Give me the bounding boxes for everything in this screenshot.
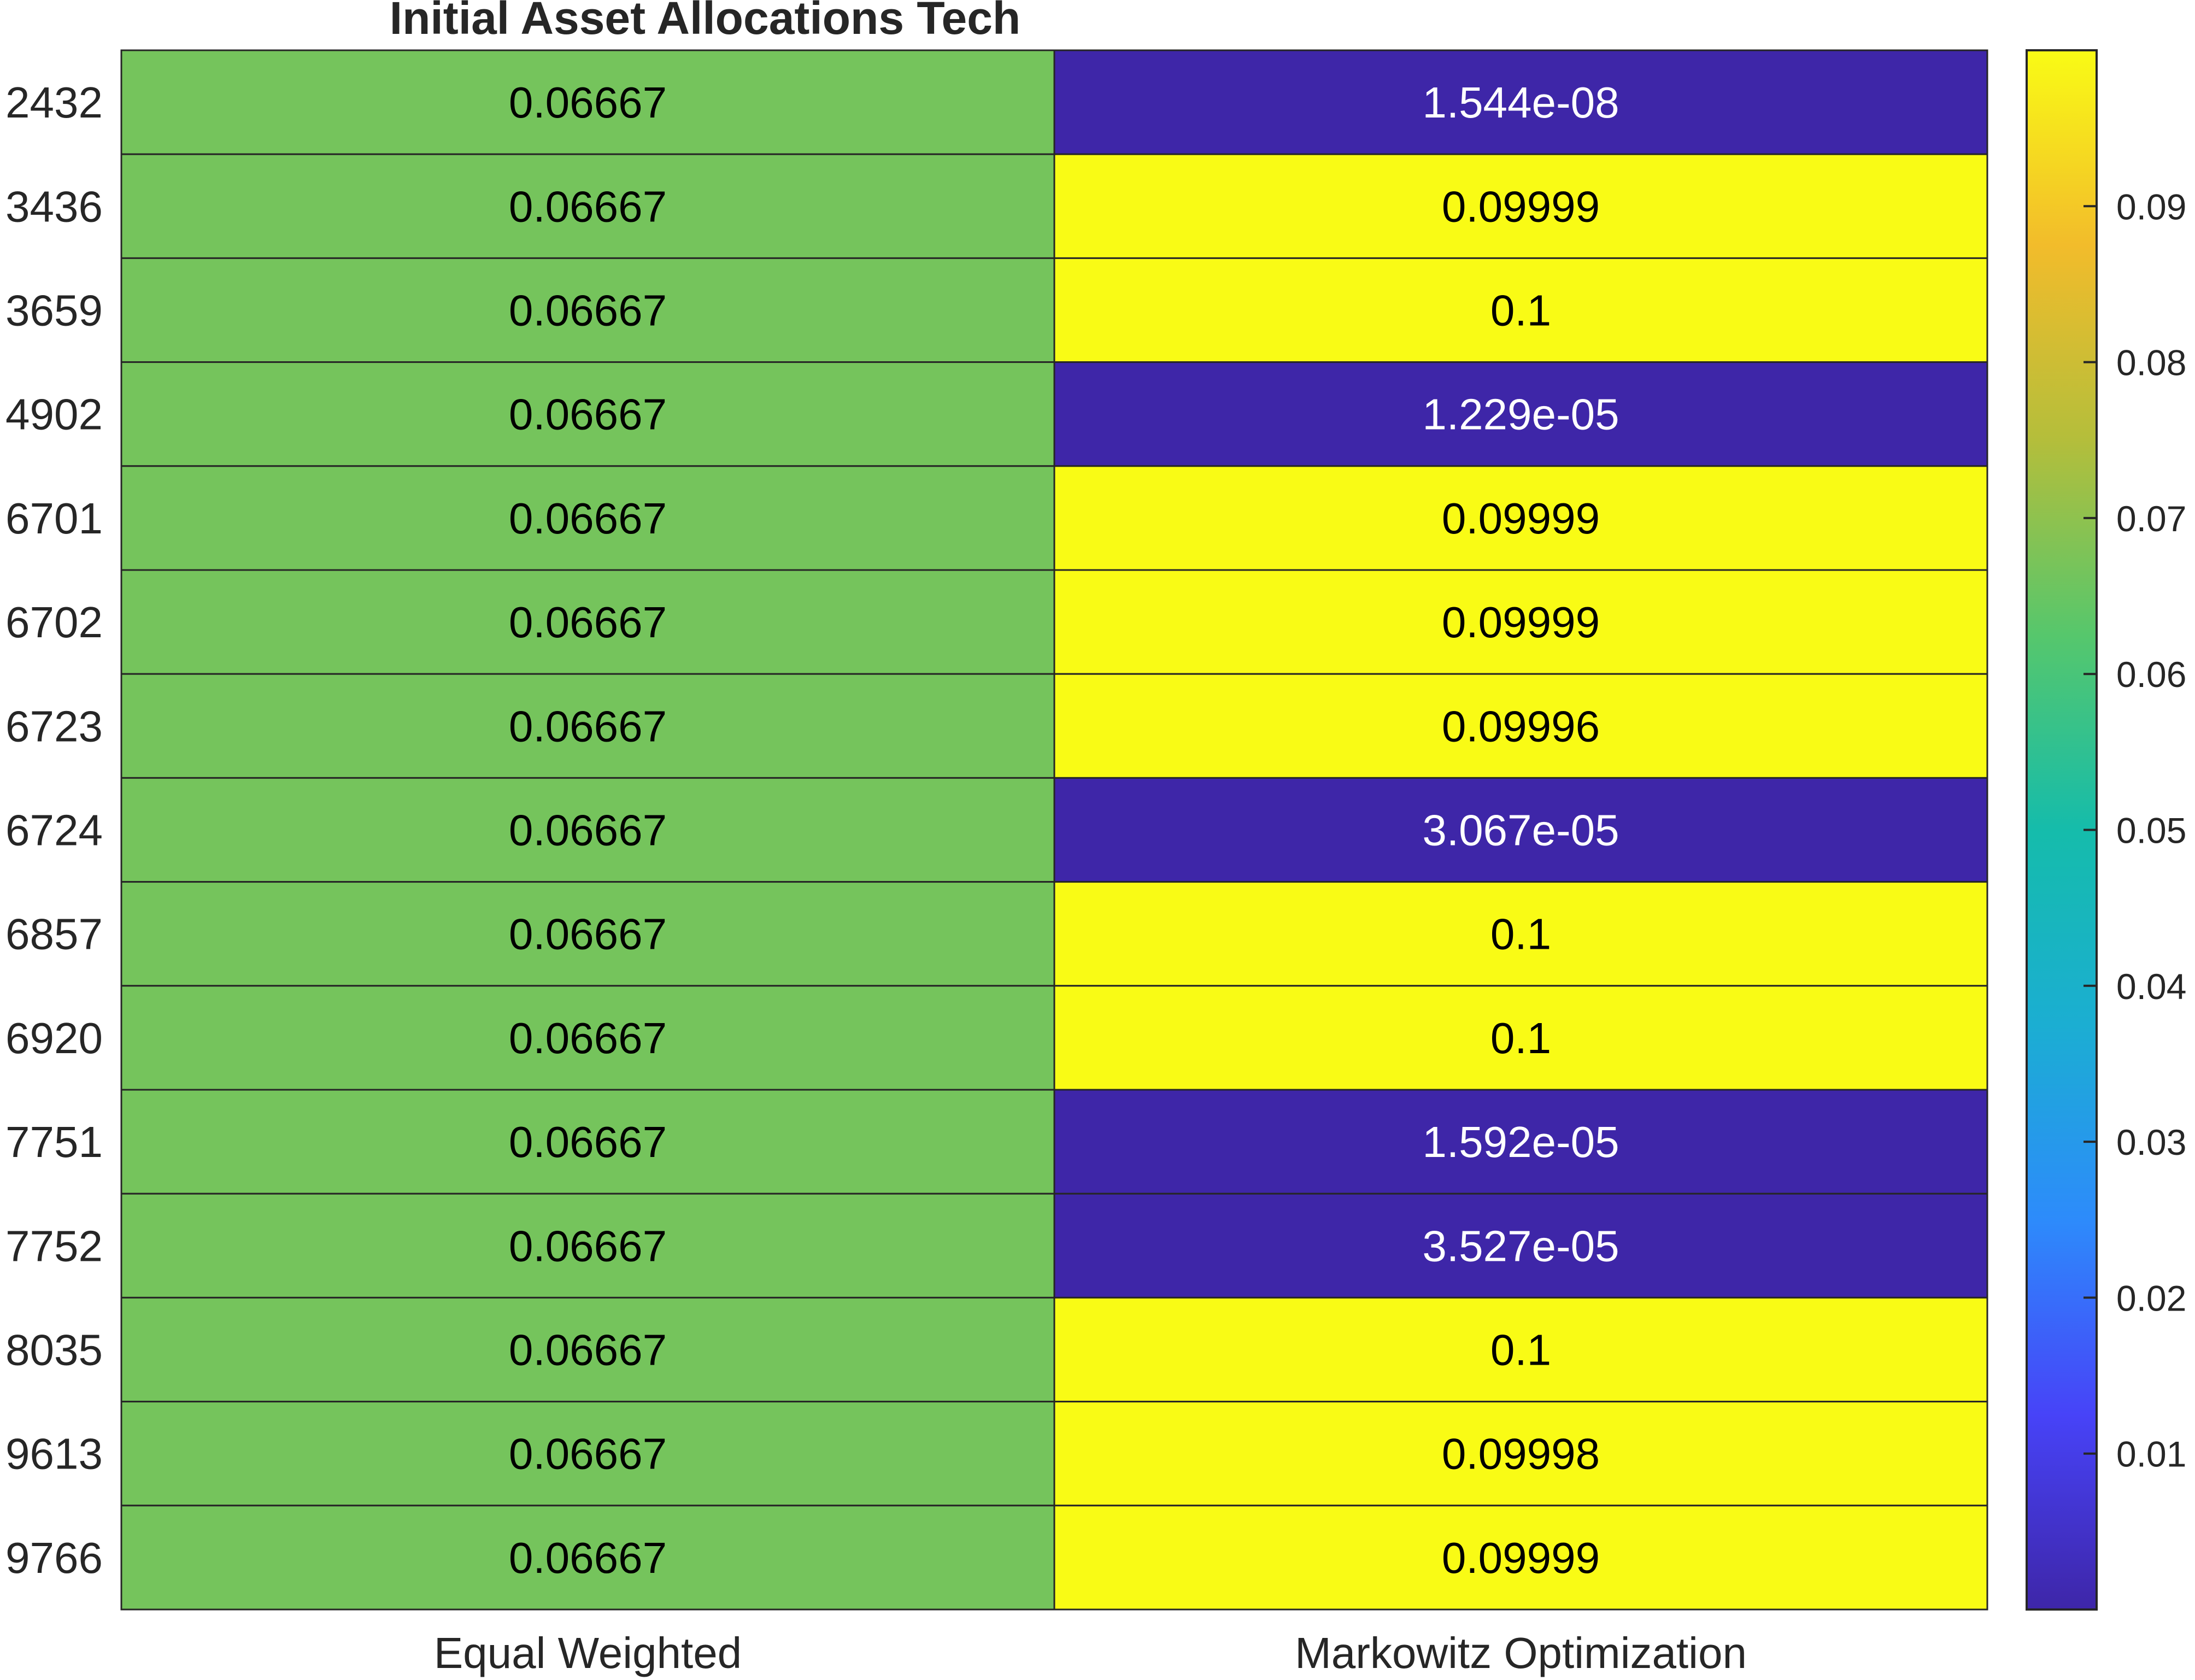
cell-value-label: 0.09996: [1442, 702, 1600, 750]
cell-value-label: 0.09999: [1442, 598, 1600, 647]
cell-value-label: 0.1: [1490, 286, 1551, 335]
row-tick-label: 6920: [5, 1014, 103, 1062]
heatmap-cell: [1053, 673, 1988, 779]
row-tick-label: 2432: [5, 78, 103, 127]
row-tick-label: 6723: [5, 702, 103, 750]
heatmap-cell: [1053, 1401, 1988, 1507]
colorbar-tick-label: 0.08: [2116, 343, 2186, 383]
cell-value-label: 0.06667: [509, 1534, 667, 1582]
heatmap-cell: [1053, 1296, 1988, 1403]
row-tick-label: 6857: [5, 910, 103, 959]
heatmap-cell: [1053, 465, 1988, 571]
colorbar-tick-label: 0.04: [2116, 966, 2186, 1007]
heatmap-cell: [1053, 777, 1988, 883]
cell-value-label: 0.1: [1490, 1014, 1551, 1062]
cell-value-label: 1.229e-05: [1422, 390, 1619, 439]
cell-value-label: 0.06667: [509, 1118, 667, 1166]
colorbar-tick-label: 0.05: [2116, 810, 2186, 851]
cell-value-label: 1.592e-05: [1422, 1118, 1619, 1166]
chart-title: Initial Asset Allocations Tech: [390, 0, 1020, 44]
heatmap-cell: [120, 465, 1055, 571]
row-tick-label: 3436: [5, 182, 103, 231]
cell-value-label: 0.09999: [1442, 182, 1600, 231]
heatmap-cell: [1053, 361, 1988, 467]
heatmap-cell: [120, 777, 1055, 883]
column-tick-label: Markowitz Optimization: [1295, 1629, 1747, 1677]
colorbar-tick-label: 0.03: [2116, 1122, 2186, 1162]
colorbar-tick-label: 0.01: [2116, 1434, 2186, 1475]
row-tick-label: 6702: [5, 598, 103, 647]
row-tick-label: 8035: [5, 1326, 103, 1374]
heatmap-cell: [120, 985, 1055, 1091]
cell-value-label: 0.06667: [509, 1014, 667, 1062]
row-tick-label: 7751: [5, 1118, 103, 1166]
colorbar-tick-label: 0.09: [2116, 186, 2186, 227]
heatmap-cell: [120, 1505, 1055, 1611]
colorbar: 0.01 0.02 0.03 0.04 0.05 0.06 0.07 0.08 0.09: [2026, 49, 2186, 1611]
cell-value-label: 0.06667: [509, 1326, 667, 1374]
cell-value-label: 0.09999: [1442, 1534, 1600, 1582]
cell-value-label: 0.06667: [509, 78, 667, 127]
cell-value-label: 0.06667: [509, 910, 667, 959]
cell-value-label: 0.09999: [1442, 494, 1600, 543]
colorbar-tick-label: 0.07: [2116, 498, 2186, 539]
heatmap-cell: [1053, 1193, 1988, 1299]
heatmap-cell: [1053, 985, 1988, 1091]
row-tick-label: 7752: [5, 1221, 103, 1270]
row-tick-label: 9766: [5, 1534, 103, 1582]
heatmap-cell: [120, 361, 1055, 467]
colorbar-gradient: [2026, 49, 2098, 1611]
row-tick-label: 3659: [5, 286, 103, 335]
row-labels: 2432 3436 3659 4902 6701 6702 6723 6724 6857 6920…: [5, 78, 103, 1582]
colorbar-tick-label: 0.06: [2116, 654, 2186, 695]
cell-value-label: 0.06667: [509, 1221, 667, 1270]
cell-value-label: 0.06667: [509, 182, 667, 231]
row-tick-label: 9613: [5, 1430, 103, 1478]
row-tick-label: 4902: [5, 390, 103, 439]
heatmap-cell: [120, 673, 1055, 779]
heatmap-cell: [120, 49, 1055, 155]
column-tick-label: Equal Weighted: [434, 1629, 742, 1677]
cell-value-label: 0.06667: [509, 598, 667, 647]
heatmap-cells: 0.06667 1.544e-08 0.06667 0.09999 0.06667 0.1…: [120, 49, 1988, 1611]
cell-value-label: 0.06667: [509, 494, 667, 543]
heatmap-cell: [1053, 49, 1988, 155]
cell-value-label: 0.06667: [509, 702, 667, 750]
heatmap-cell: [1053, 569, 1988, 675]
cell-value-label: 0.06667: [509, 806, 667, 855]
column-labels: Equal Weighted Markowitz Optimization: [434, 1629, 1747, 1677]
cell-value-label: 0.06667: [509, 286, 667, 335]
heatmap-cell: [1053, 1505, 1988, 1611]
cell-value-label: 3.067e-05: [1422, 806, 1619, 855]
cell-value-label: 0.1: [1490, 1326, 1551, 1374]
cell-value-label: 0.06667: [509, 390, 667, 439]
heatmap-cell: [1053, 881, 1988, 987]
cell-value-label: 3.527e-05: [1422, 1221, 1619, 1270]
row-tick-label: 6701: [5, 494, 103, 543]
heatmap-cell: [120, 1193, 1055, 1299]
row-tick-label: 6724: [5, 806, 103, 855]
cell-value-label: 0.06667: [509, 1430, 667, 1478]
cell-value-label: 0.09998: [1442, 1430, 1600, 1478]
heatmap-cell: [120, 153, 1055, 259]
cell-value-label: 0.1: [1490, 910, 1551, 959]
heatmap-cell: [1053, 1089, 1988, 1195]
colorbar-tick-label: 0.02: [2116, 1278, 2186, 1318]
heatmap-cell: [1053, 153, 1988, 259]
cell-value-label: 1.544e-08: [1422, 78, 1619, 127]
heatmap-cell: [120, 881, 1055, 987]
heatmap-cell: [120, 1089, 1055, 1195]
heatmap-cell: [120, 1296, 1055, 1403]
